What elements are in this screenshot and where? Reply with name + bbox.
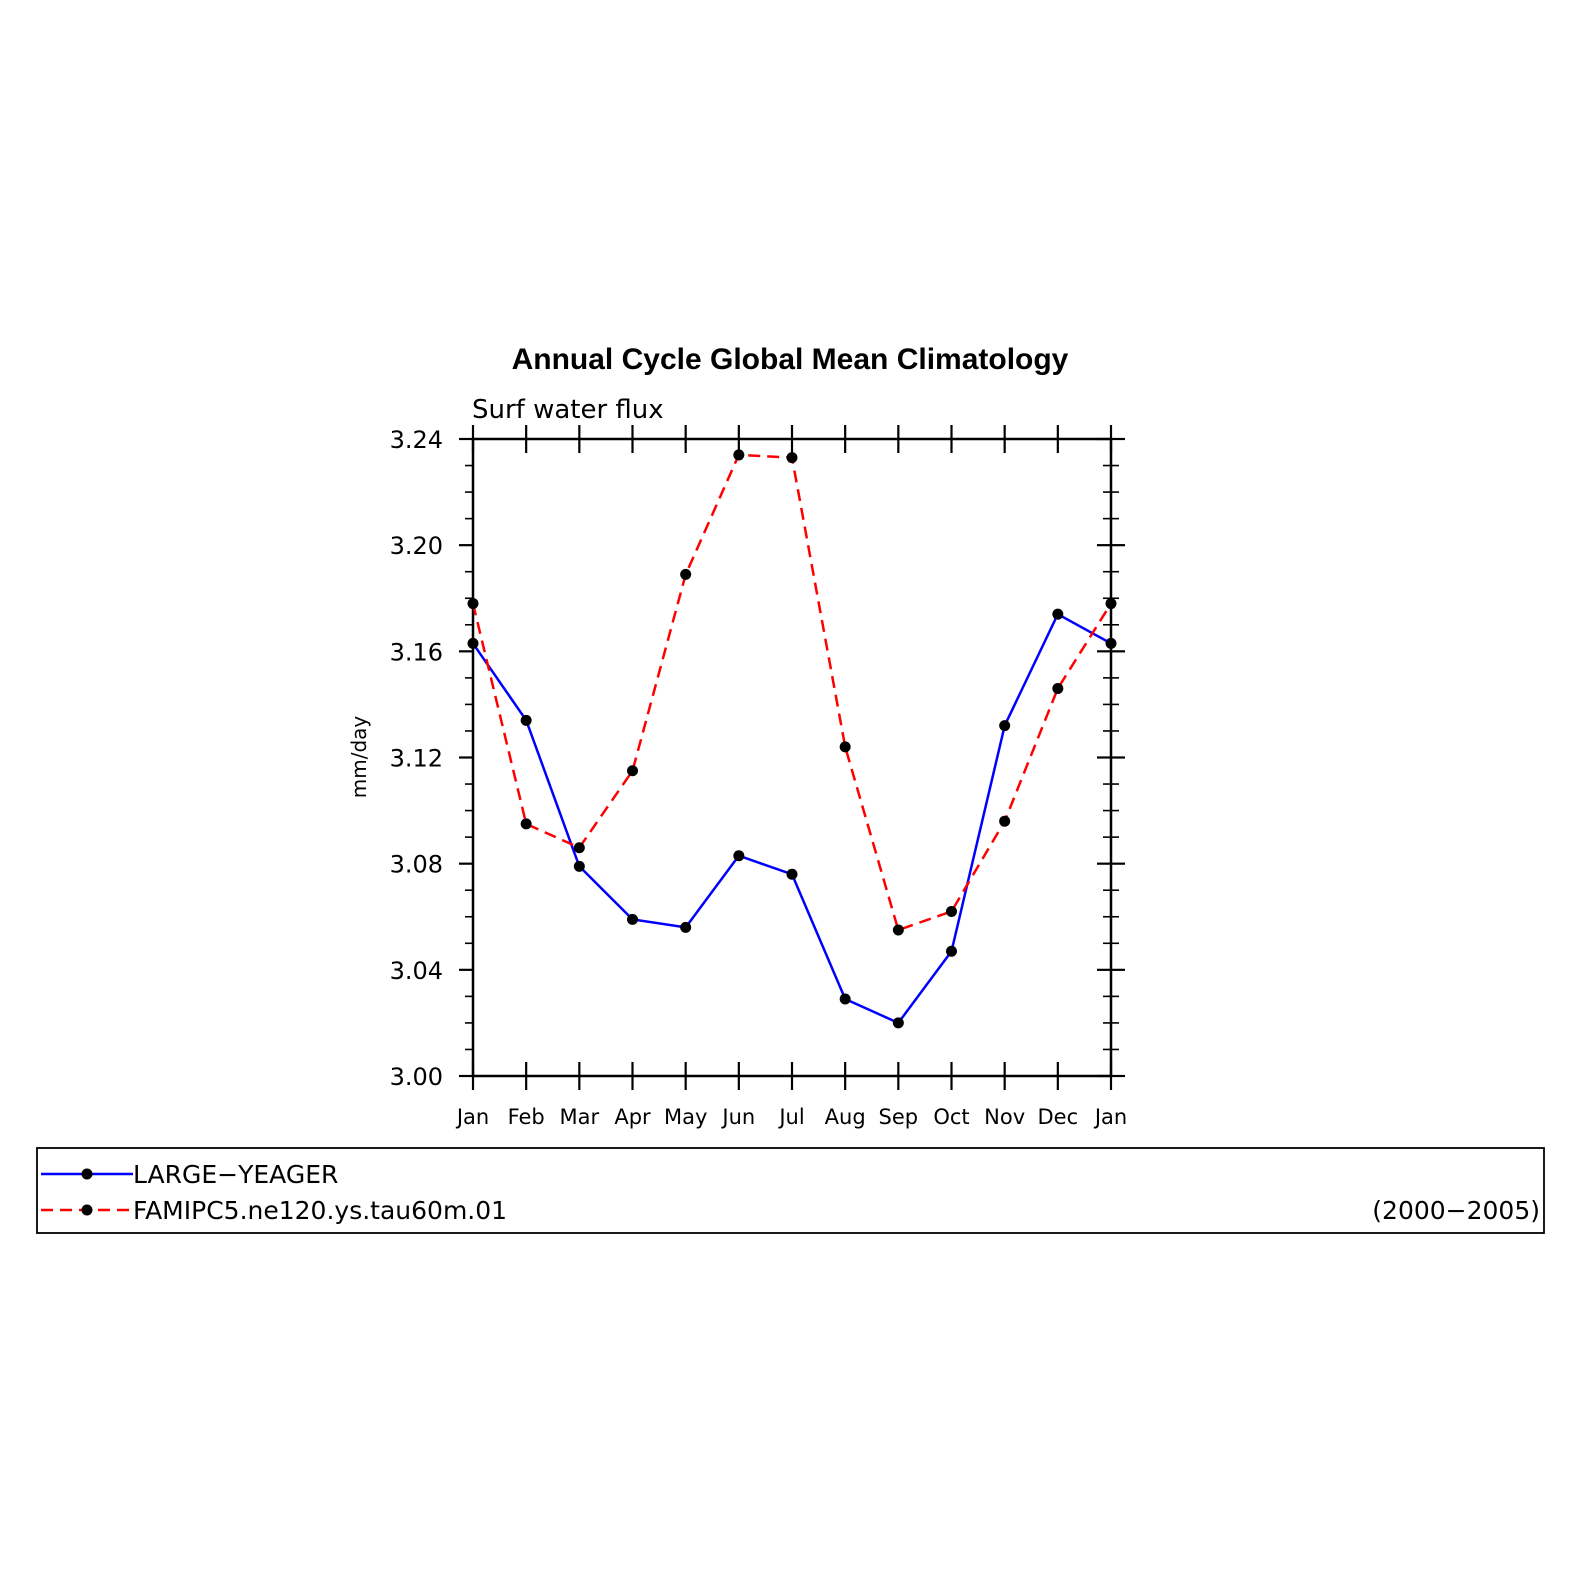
x-tick-label: Mar bbox=[560, 1105, 600, 1129]
chart-title: Annual Cycle Global Mean Climatology bbox=[512, 343, 1069, 376]
chart-subtitle: Surf water flux bbox=[472, 395, 664, 425]
data-point-0 bbox=[786, 868, 798, 880]
x-tick-label: Dec bbox=[1038, 1105, 1079, 1129]
y-tick-label: 3.08 bbox=[390, 851, 443, 879]
x-tick-label: Nov bbox=[984, 1105, 1025, 1129]
x-tick-label: May bbox=[664, 1105, 707, 1129]
plot-frame bbox=[471, 437, 1113, 1078]
data-point-1 bbox=[627, 765, 638, 777]
data-point-1 bbox=[573, 842, 585, 854]
data-point-0 bbox=[680, 921, 692, 933]
y-tick-label: 3.00 bbox=[390, 1063, 443, 1091]
legend: LARGE−YEAGER FAMIPC5.ne120.ys.tau60m.01 (2… bbox=[36, 1147, 1545, 1234]
axes: 3.00 3.04 3.08 3.12 3.16 3.20 3.24 Jan Feb Mar Apr… bbox=[390, 425, 1127, 1129]
data-point-0 bbox=[520, 714, 532, 726]
data-point-0 bbox=[573, 860, 585, 872]
x-tick-label: Jan bbox=[455, 1105, 489, 1129]
data-point-1 bbox=[733, 449, 745, 461]
y-axis-label: mm/day bbox=[347, 716, 371, 799]
legend-label-1: FAMIPC5.ne120.ys.tau60m.01 bbox=[133, 1196, 507, 1225]
y-tick-label: 3.20 bbox=[390, 532, 443, 560]
data-point-0 bbox=[627, 913, 638, 925]
x-tick-label: Jun bbox=[720, 1105, 755, 1129]
y-tick-label: 3.04 bbox=[390, 957, 443, 985]
series-layer bbox=[467, 449, 1117, 1029]
legend-marker-0 bbox=[81, 1168, 93, 1180]
x-tick-label: Jul bbox=[777, 1105, 804, 1129]
data-point-1 bbox=[999, 815, 1011, 827]
data-point-0 bbox=[733, 850, 745, 862]
y-tick-label: 3.24 bbox=[390, 426, 443, 454]
legend-marker-1 bbox=[81, 1204, 93, 1216]
data-point-1 bbox=[520, 818, 532, 830]
data-point-1 bbox=[680, 568, 692, 580]
x-tick-label: Feb bbox=[508, 1105, 545, 1129]
data-point-1 bbox=[839, 741, 851, 753]
series-line-1 bbox=[471, 453, 1113, 932]
data-point-1 bbox=[946, 905, 957, 917]
data-point-1 bbox=[1052, 682, 1064, 694]
x-tick-label: Aug bbox=[825, 1105, 866, 1129]
legend-box bbox=[36, 1147, 1545, 1234]
series-line-0 bbox=[471, 612, 1112, 1025]
data-point-0 bbox=[467, 637, 479, 649]
data-point-0 bbox=[1052, 608, 1064, 620]
y-tick-label: 3.12 bbox=[390, 745, 443, 773]
x-tick-label: Oct bbox=[933, 1105, 969, 1129]
y-tick-label: 3.16 bbox=[390, 638, 443, 666]
data-point-0 bbox=[999, 720, 1011, 732]
data-point-1 bbox=[1105, 598, 1117, 610]
x-tick-label: Jan bbox=[1093, 1105, 1127, 1129]
legend-period-label: (2000−2005) bbox=[1372, 1196, 1540, 1225]
legend-label-0: LARGE−YEAGER bbox=[133, 1160, 338, 1189]
data-point-0 bbox=[946, 945, 957, 957]
data-point-0 bbox=[839, 993, 851, 1005]
data-point-1 bbox=[786, 452, 798, 464]
x-tick-label: Apr bbox=[614, 1105, 651, 1129]
data-point-1 bbox=[467, 598, 479, 610]
data-point-0 bbox=[892, 1017, 904, 1029]
x-tick-label: Sep bbox=[879, 1105, 919, 1129]
data-point-1 bbox=[892, 924, 904, 936]
data-point-0 bbox=[1105, 637, 1117, 649]
